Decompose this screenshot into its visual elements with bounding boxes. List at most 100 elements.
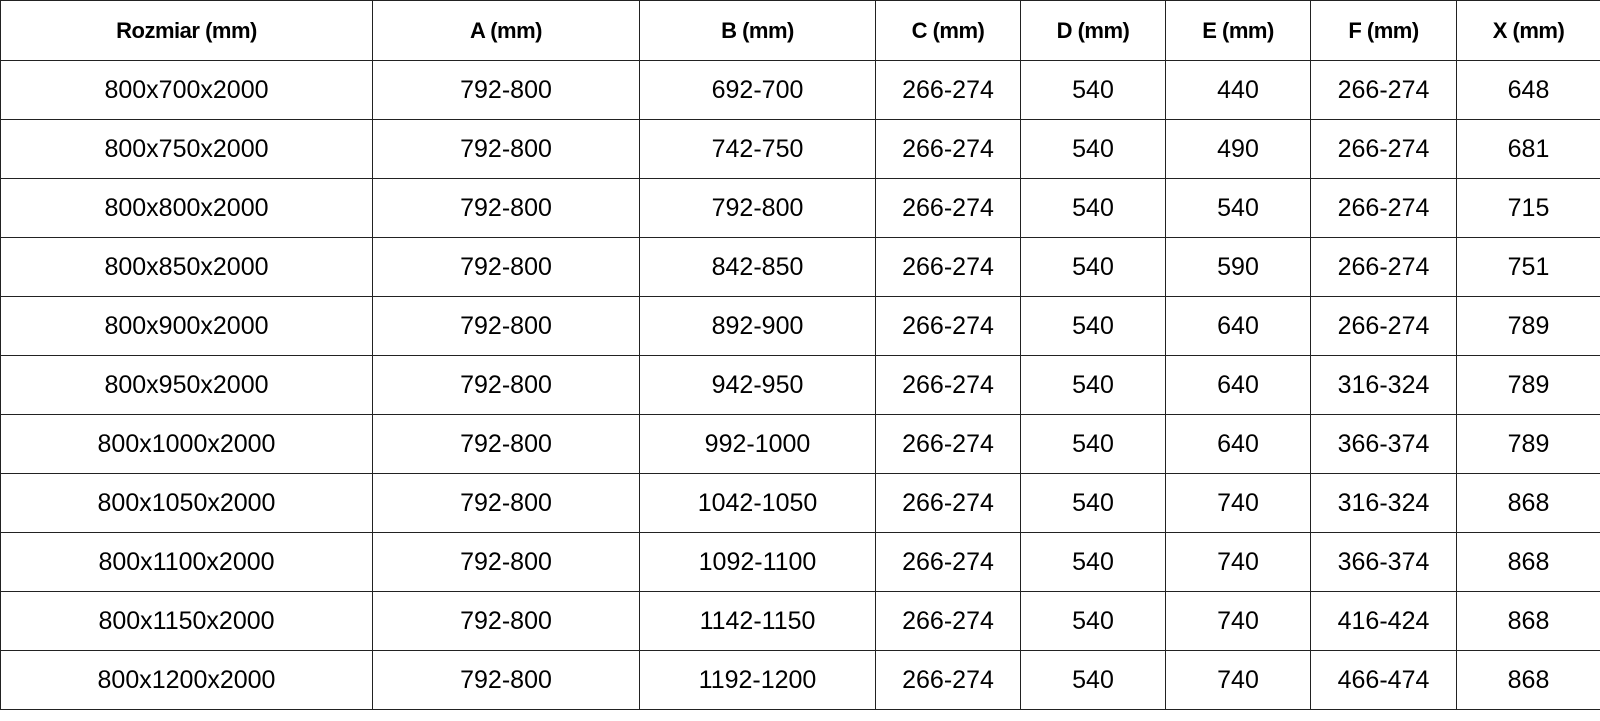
table-cell: 540 [1020,355,1166,415]
table-cell: 800x950x2000 [0,355,373,415]
table-cell: 266-274 [1310,178,1457,238]
table-cell: 266-274 [875,296,1021,356]
table-cell: 1192-1200 [639,650,876,710]
table-row: 800x800x2000 792-800 792-800 266-274 540 540 2… [0,178,1600,238]
table-cell: 266-274 [1310,60,1457,120]
table-cell: 868 [1456,591,1600,651]
table-row: 800x850x2000 792-800 842-850 266-274 540 590 2… [0,237,1600,297]
table-cell: 842-850 [639,237,876,297]
table-cell: 590 [1165,237,1311,297]
table-cell: 692-700 [639,60,876,120]
table-cell: 868 [1456,473,1600,533]
table-cell: 540 [1020,591,1166,651]
table-cell: 740 [1165,650,1311,710]
table-cell: 640 [1165,414,1311,474]
column-header: D (mm) [1020,0,1166,61]
table-cell: 740 [1165,473,1311,533]
table-cell: 792-800 [372,650,640,710]
table-cell: 316-324 [1310,473,1457,533]
table-cell: 800x1100x2000 [0,532,373,592]
table-cell: 540 [1020,414,1166,474]
table-cell: 800x750x2000 [0,119,373,179]
table-row: 800x950x2000 792-800 942-950 266-274 540 640 3… [0,355,1600,415]
column-header: F (mm) [1310,0,1457,61]
table-cell: 792-800 [372,119,640,179]
table-cell: 266-274 [1310,119,1457,179]
table-cell: 800x1000x2000 [0,414,373,474]
table-cell: 1042-1050 [639,473,876,533]
table-row: 800x900x2000 792-800 892-900 266-274 540 640 2… [0,296,1600,356]
column-header: B (mm) [639,0,876,61]
table-cell: 740 [1165,532,1311,592]
table-row: 800x1150x2000 792-800 1142-1150 266-274 540 7… [0,591,1600,651]
table-cell: 800x700x2000 [0,60,373,120]
table-cell: 740 [1165,591,1311,651]
table-cell: 640 [1165,296,1311,356]
table-row: 800x750x2000 792-800 742-750 266-274 540 490 2… [0,119,1600,179]
table-cell: 792-800 [372,296,640,356]
table-cell: 792-800 [372,532,640,592]
table-cell: 800x1050x2000 [0,473,373,533]
table-cell: 681 [1456,119,1600,179]
table-cell: 868 [1456,532,1600,592]
table-cell: 640 [1165,355,1311,415]
table-cell: 789 [1456,296,1600,356]
table-cell: 440 [1165,60,1311,120]
table-cell: 266-274 [875,237,1021,297]
table-cell: 266-274 [875,414,1021,474]
table-cell: 266-274 [875,473,1021,533]
table-cell: 266-274 [1310,296,1457,356]
header-row: Rozmiar (mm) A (mm) B (mm) C (mm) D (mm) E (m… [0,0,1600,61]
table-row: 800x1200x2000 792-800 1192-1200 266-274 540 7… [0,650,1600,710]
table-cell: 540 [1165,178,1311,238]
table-row: 800x1050x2000 792-800 1042-1050 266-274 540 7… [0,473,1600,533]
table-cell: 792-800 [639,178,876,238]
table-cell: 792-800 [372,473,640,533]
table-cell: 1092-1100 [639,532,876,592]
table-cell: 992-1000 [639,414,876,474]
table-cell: 800x900x2000 [0,296,373,356]
table-cell: 789 [1456,414,1600,474]
table-row: 800x700x2000 792-800 692-700 266-274 540 440 2… [0,60,1600,120]
column-header: A (mm) [372,0,640,61]
table-cell: 800x1200x2000 [0,650,373,710]
table-cell: 540 [1020,60,1166,120]
table-cell: 466-474 [1310,650,1457,710]
table-cell: 540 [1020,237,1166,297]
table-cell: 648 [1456,60,1600,120]
table-cell: 266-274 [875,591,1021,651]
table-cell: 800x850x2000 [0,237,373,297]
table-cell: 1142-1150 [639,591,876,651]
table-cell: 792-800 [372,591,640,651]
table-row: 800x1100x2000 792-800 1092-1100 266-274 540 7… [0,532,1600,592]
table-cell: 540 [1020,296,1166,356]
table-cell: 266-274 [875,119,1021,179]
table-cell: 792-800 [372,237,640,297]
table-cell: 266-274 [875,178,1021,238]
table-cell: 792-800 [372,355,640,415]
table-cell: 892-900 [639,296,876,356]
table-cell: 266-274 [875,60,1021,120]
table-cell: 366-374 [1310,532,1457,592]
column-header: C (mm) [875,0,1021,61]
table-cell: 540 [1020,178,1166,238]
table-cell: 751 [1456,237,1600,297]
table-cell: 792-800 [372,414,640,474]
table-cell: 715 [1456,178,1600,238]
table-cell: 792-800 [372,178,640,238]
table-cell: 868 [1456,650,1600,710]
column-header: X (mm) [1456,0,1600,61]
table-cell: 266-274 [875,355,1021,415]
table-cell: 490 [1165,119,1311,179]
column-header: Rozmiar (mm) [0,0,373,61]
table-cell: 540 [1020,119,1166,179]
table-cell: 540 [1020,473,1166,533]
table-cell: 266-274 [875,650,1021,710]
table-cell: 800x1150x2000 [0,591,373,651]
column-header: E (mm) [1165,0,1311,61]
table-cell: 789 [1456,355,1600,415]
table-cell: 416-424 [1310,591,1457,651]
table-cell: 266-274 [1310,237,1457,297]
table-cell: 792-800 [372,60,640,120]
